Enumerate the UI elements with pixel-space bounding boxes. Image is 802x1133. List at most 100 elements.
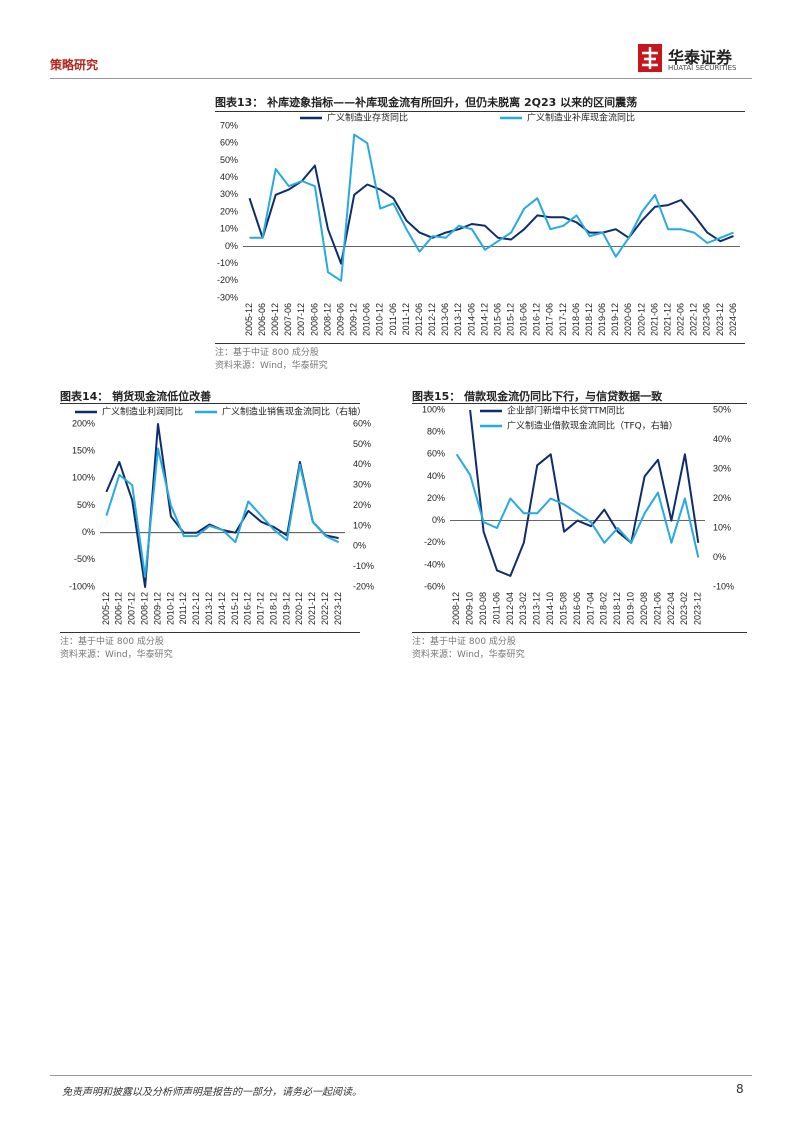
y2-tick-label: 0% [353,541,366,551]
y2-tick-label: 10% [353,520,371,530]
x-tick-label: 2021-06 [652,592,662,625]
y-tick-label: 20% [220,206,238,216]
y-tick-label: 200% [72,418,95,428]
x-tick-label: 2014-10 [545,592,555,625]
y2-tick-label: 50% [353,439,371,449]
figure-title: 图表13： 补库迹象指标——补库现金流有所回升，但仍未脱离 2Q23 以来的区间… [215,96,638,109]
x-tick-label: 2013-02 [518,592,528,625]
legend-label: 广义制造业存货同比 [327,112,408,124]
figure-rule [60,632,360,633]
y-tick-label: 150% [72,446,95,456]
y2-tick-label: 10% [713,522,731,532]
x-tick-label: 2022-04 [666,592,676,625]
legend-label: 企业部门新增中长贷TTM同比 [507,405,625,417]
x-tick-label: 2013-12 [204,592,214,625]
x-tick-label: 2018-02 [599,592,609,625]
x-tick-label: 2021-12 [307,592,317,625]
y-tick-label: 20% [427,493,445,503]
y2-tick-label: -10% [713,581,734,591]
title-rule [412,403,747,404]
x-tick-label: 2020-06 [623,303,633,336]
y-tick-label: 70% [220,120,238,130]
figure-rule [215,343,745,344]
x-tick-label: 2015-12 [505,303,515,336]
x-tick-label: 2017-12 [256,592,266,625]
y-tick-label: 0% [225,241,238,251]
y-tick-label: -100% [69,581,95,591]
x-tick-label: 2016-06 [519,303,529,336]
x-tick-label: 2009-12 [349,303,359,336]
y-tick-label: 100% [72,473,95,483]
x-tick-label: 2022-12 [689,303,699,336]
x-tick-label: 2013-06 [440,303,450,336]
x-tick-label: 2011-12 [401,303,411,335]
title-rule [215,111,745,112]
x-tick-label: 2020-12 [294,592,304,625]
x-tick-label: 2023-12 [693,592,703,625]
disclaimer: 免责声明和披露以及分析师声明是报告的一部分，请务必一起阅读。 [62,1087,362,1098]
y2-tick-label: 60% [353,418,371,428]
x-tick-label: 2017-12 [558,303,568,336]
y2-tick-label: 0% [713,552,726,562]
series-line [249,133,734,282]
y-tick-label: -30% [217,292,238,302]
x-tick-label: 2023-02 [679,592,689,625]
x-tick-label: 2015-12 [230,592,240,625]
x-tick-label: 2020-08 [639,592,649,625]
x-tick-label: 2005-12 [101,592,111,625]
y-tick-label: 50% [220,155,238,165]
note: 注：基于中证 800 成分股 [215,348,319,358]
series-line [455,453,700,558]
x-tick-label: 2016-06 [572,592,582,625]
series-line [248,164,734,265]
y-tick-label: 30% [220,189,238,199]
x-tick-label: 2009-06 [335,303,345,336]
x-tick-label: 2013-12 [532,592,542,625]
x-tick-label: 2018-06 [571,303,581,336]
x-tick-label: 2017-06 [545,303,555,336]
x-tick-label: 2007-12 [296,303,306,336]
x-tick-label: 2006-12 [270,303,280,336]
y2-tick-label: 40% [353,459,371,469]
x-tick-label: 2018-12 [584,303,594,336]
x-tick-label: 2008-06 [309,303,319,336]
y2-tick-label: -10% [353,561,374,571]
title-rule [60,403,360,404]
x-tick-label: 2007-12 [127,592,137,625]
x-tick-label: 2006-12 [114,592,124,625]
page-number: 8 [736,1082,744,1096]
y2-tick-label: 30% [353,480,371,490]
logo-icon [638,44,662,72]
x-tick-label: 2009-10 [465,592,475,625]
x-tick-label: 2008-12 [140,592,150,625]
y-tick-label: 100% [422,404,445,414]
x-tick-label: 2012-06 [414,303,424,336]
chart: -60% -40% -20% 0% 20% 40% 60% 80% 100% -10% 0% 10% 2… [422,404,734,625]
y-tick-label: -40% [424,559,445,569]
y-tick-label: 0% [432,515,445,525]
header-rule [50,78,752,79]
x-tick-label: 2011-06 [388,303,398,335]
series-line [469,409,700,577]
x-tick-label: 2023-12 [715,303,725,336]
x-tick-label: 2010-12 [375,303,385,336]
x-tick-label: 2012-04 [505,592,515,625]
y-tick-label: 60% [220,138,238,148]
x-tick-label: 2010-12 [165,592,175,625]
x-tick-label: 2010-06 [362,303,372,336]
x-tick-label: 2017-04 [585,592,595,625]
y-tick-label: 10% [220,224,238,234]
x-tick-label: 2011-12 [178,592,188,624]
x-tick-label: 2019-10 [626,592,636,625]
x-tick-label: 2008-12 [322,303,332,336]
x-tick-label: 2022-06 [676,303,686,336]
figure-title: 图表14： 销货现金流低位改善 [60,390,212,403]
x-tick-label: 2022-12 [320,592,330,625]
source: 资料来源：Wind，华泰研究 [412,650,525,660]
x-tick-label: 2024-06 [728,303,738,336]
x-tick-label: 2020-12 [636,303,646,336]
brand-en: HUATAI SECURITIES [668,64,737,72]
chart: -100% -50% 0% 50% 100% 150% 200% -20% -10% 0% 10% 2… [69,406,374,626]
y2-tick-label: 20% [713,493,731,503]
x-tick-label: 2014-12 [217,592,227,625]
